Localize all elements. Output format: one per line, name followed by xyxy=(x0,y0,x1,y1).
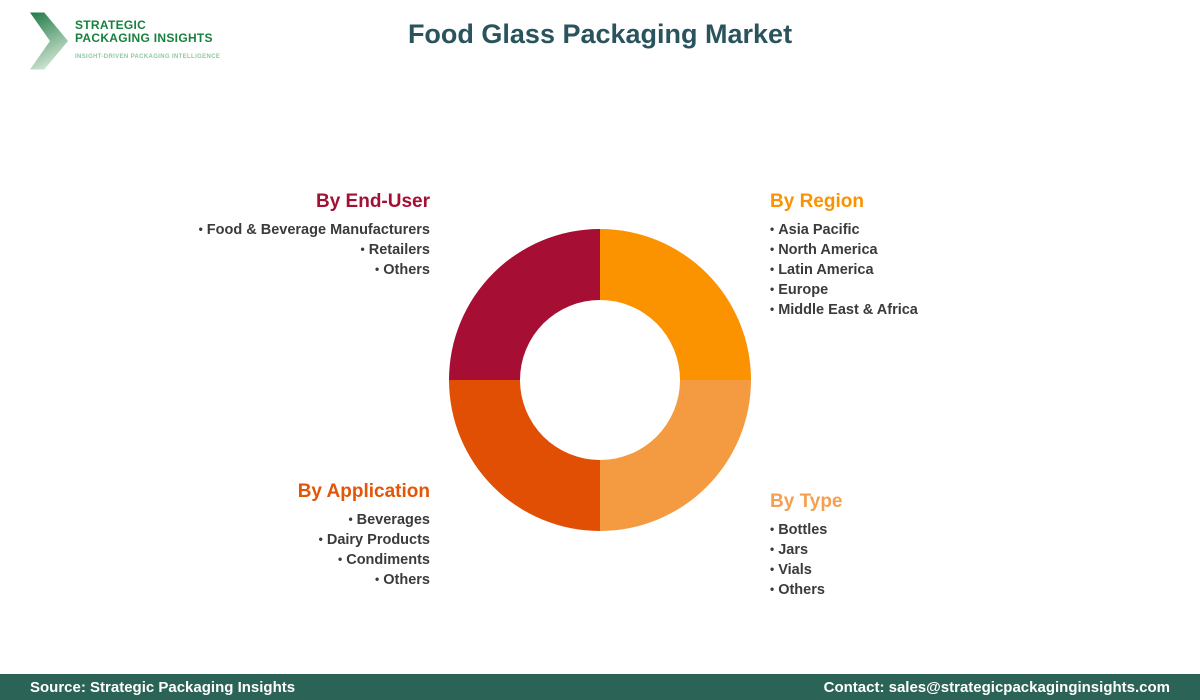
list-item: • Europe xyxy=(770,280,918,300)
list-item: • Beverages xyxy=(298,510,430,530)
list-item-label: Jars xyxy=(778,542,809,558)
list-item-label: Dairy Products xyxy=(326,532,430,548)
group-list-region: • Asia Pacific • North America • Latin Amer… xyxy=(770,220,918,320)
bullet-icon: • xyxy=(770,302,775,316)
bullet-icon: • xyxy=(360,242,365,256)
list-item-label: Europe xyxy=(778,282,829,298)
list-item: • Others xyxy=(298,570,430,590)
donut-segment-by-region xyxy=(600,229,751,380)
list-item: • Retailers xyxy=(199,240,430,260)
bullet-icon: • xyxy=(770,542,775,556)
list-item: • Jars xyxy=(770,540,843,560)
segment-group-region: By Region • Asia Pacific • North America •… xyxy=(770,190,918,320)
list-item-label: North America xyxy=(778,242,878,258)
footer-source: Source: Strategic Packaging Insights xyxy=(30,678,296,696)
bullet-icon: • xyxy=(770,522,775,536)
list-item-label: Condiments xyxy=(346,552,430,568)
list-item-label: Middle East & Africa xyxy=(778,302,918,318)
list-item: • Bottles xyxy=(770,520,843,540)
list-item: • Food & Beverage Manufacturers xyxy=(199,220,430,240)
group-list-type: • Bottles • Jars • Vials • Others xyxy=(770,520,843,600)
bullet-icon: • xyxy=(198,222,203,236)
list-item: • Asia Pacific xyxy=(770,220,918,240)
list-item-label: Latin America xyxy=(778,262,874,278)
group-heading-application: By Application xyxy=(297,481,430,502)
bullet-icon: • xyxy=(348,512,353,526)
bullet-icon: • xyxy=(770,222,775,236)
group-list-application: • Beverages • Dairy Products • Condiments •… xyxy=(298,510,430,590)
footer-bar: Source: Strategic Packaging Insights Con… xyxy=(0,674,1200,700)
list-item-label: Beverages xyxy=(356,512,430,528)
list-item: • Others xyxy=(199,260,430,280)
group-heading-region: By Region xyxy=(770,191,864,212)
bullet-icon: • xyxy=(770,262,775,276)
page-title: Food Glass Packaging Market xyxy=(407,19,793,49)
donut-segment-by-application xyxy=(449,380,600,531)
donut-segment-by-type xyxy=(600,380,751,531)
bullet-icon: • xyxy=(375,262,380,276)
list-item-label: Asia Pacific xyxy=(778,222,860,238)
group-list-end-user: • Food & Beverage Manufacturers • Retailer… xyxy=(199,220,430,280)
bullet-icon: • xyxy=(770,282,775,296)
group-heading-end-user: By End-User xyxy=(315,191,430,212)
bullet-icon: • xyxy=(770,582,775,596)
bullet-icon: • xyxy=(375,572,380,586)
bullet-icon: • xyxy=(318,532,323,546)
donut-segment-by-end-user xyxy=(449,229,600,380)
list-item-label: Others xyxy=(778,582,825,598)
list-item-label: Retailers xyxy=(368,242,430,258)
donut-chart xyxy=(449,229,751,531)
brand-logo: STRATEGIC PACKAGING INSIGHTS INSIGHT-DRI… xyxy=(30,12,220,70)
bullet-icon: • xyxy=(338,552,343,566)
group-heading-type: By Type xyxy=(770,491,843,512)
list-item: • Latin America xyxy=(770,260,918,280)
list-item-label: Vials xyxy=(778,562,812,578)
list-item: • North America xyxy=(770,240,918,260)
segment-group-end-user: By End-User • Food & Beverage Manufacture… xyxy=(199,190,430,280)
list-item-label: Others xyxy=(383,572,430,588)
list-item: • Vials xyxy=(770,560,843,580)
bullet-icon: • xyxy=(770,562,775,576)
list-item-label: Food & Beverage Manufacturers xyxy=(206,222,430,238)
segment-group-type: By Type • Bottles • Jars • Vials • Others xyxy=(770,490,843,600)
logo-name-line1: STRATEGIC xyxy=(75,18,147,32)
list-item: • Condiments xyxy=(298,550,430,570)
bullet-icon: • xyxy=(770,242,775,256)
chevron-arrow-icon xyxy=(30,12,68,70)
logo-name-line2: PACKAGING INSIGHTS xyxy=(75,31,213,45)
footer-contact: Contact: sales@strategicpackaginginsight… xyxy=(823,678,1170,696)
list-item-label: Others xyxy=(383,262,430,278)
logo-tagline: INSIGHT-DRIVEN PACKAGING INTELLIGENCE xyxy=(75,54,221,60)
segment-group-application: By Application • Beverages • Dairy Product… xyxy=(298,480,430,590)
list-item: • Dairy Products xyxy=(298,530,430,550)
list-item-label: Bottles xyxy=(778,522,828,538)
list-item: • Others xyxy=(770,580,843,600)
list-item: • Middle East & Africa xyxy=(770,300,918,320)
logo-text: STRATEGIC PACKAGING INSIGHTS INSIGHT-DRI… xyxy=(75,12,221,61)
